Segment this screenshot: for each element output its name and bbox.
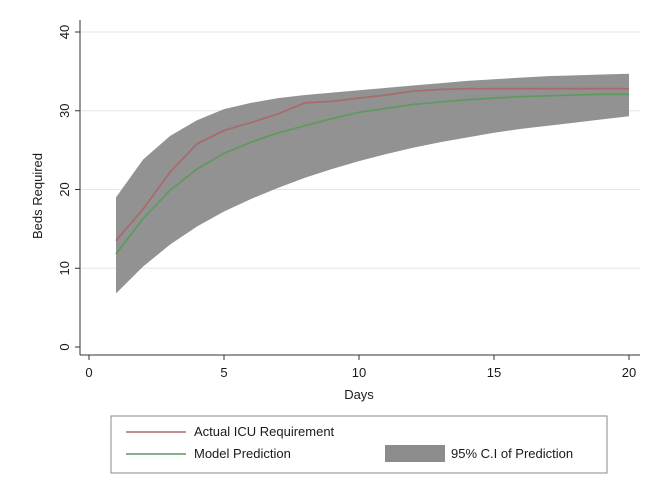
y-tick-label-0: 0 <box>57 343 72 350</box>
y-tick-label-40: 40 <box>57 25 72 39</box>
x-tick-label-0: 0 <box>85 365 92 380</box>
y-tick-label-30: 30 <box>57 104 72 118</box>
legend-box <box>111 416 607 473</box>
legend-label-actual: Actual ICU Requirement <box>194 424 335 439</box>
y-tick-label-20: 20 <box>57 182 72 196</box>
legend-label-ci: 95% C.I of Prediction <box>451 446 573 461</box>
x-tick-label-5: 5 <box>220 365 227 380</box>
x-tick-label-10: 10 <box>352 365 366 380</box>
legend: Actual ICU Requirement Model Prediction … <box>111 416 607 473</box>
x-axis-title: Days <box>344 387 374 402</box>
legend-swatch-ci <box>385 445 445 462</box>
legend-label-model: Model Prediction <box>194 446 291 461</box>
y-tick-label-10: 10 <box>57 261 72 275</box>
y-axis-title: Beds Required <box>30 153 45 239</box>
x-tick-label-20: 20 <box>622 365 636 380</box>
x-tick-label-15: 15 <box>487 365 501 380</box>
